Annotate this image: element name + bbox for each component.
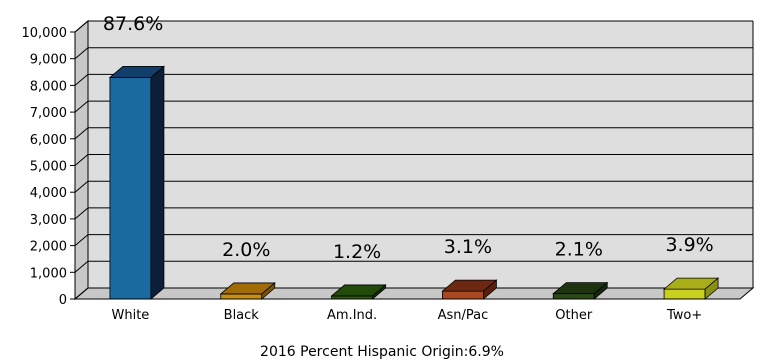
bar-front (663, 288, 706, 300)
bar (552, 281, 609, 300)
gridline (74, 180, 753, 193)
gridline (74, 260, 753, 273)
data-label: 1.2% (333, 241, 381, 263)
y-tick-label: 5,000 (30, 160, 67, 175)
y-tick-label: 7,000 (30, 106, 67, 121)
y-tick-label: 6,000 (30, 133, 67, 148)
gridline (74, 154, 753, 166)
data-labels: 87.6% 2.0% 1.2% 3.1% 2.1% 3.9% (103, 13, 714, 263)
bars (108, 65, 720, 300)
floor (73, 287, 755, 300)
bar-front (109, 76, 152, 300)
bar (219, 282, 276, 300)
gridline (74, 100, 753, 113)
bar-front (220, 293, 263, 300)
gridline (74, 287, 753, 300)
y-tick-label: 9,000 (30, 53, 67, 68)
y-tick-label: 8,000 (30, 79, 67, 94)
bar-side (704, 277, 719, 300)
x-tick-label: Asn/Pac (438, 308, 489, 323)
data-label: 2.0% (222, 239, 270, 261)
y-tick-label: 10,000 (22, 26, 68, 41)
x-tick-label: White (112, 308, 150, 323)
data-label: 87.6% (103, 13, 163, 35)
gridline (74, 20, 753, 33)
x-axis: White Black Am.Ind. Asn/Pac Other Two+ (75, 298, 740, 323)
data-label: 3.9% (665, 234, 713, 256)
bar-side (261, 282, 276, 300)
bar (330, 284, 387, 300)
gridline (74, 207, 753, 220)
gridline (74, 47, 753, 60)
gridline (74, 234, 753, 246)
bar-side (150, 65, 165, 300)
x-tick-label: Am.Ind. (327, 308, 377, 323)
bar-side (372, 284, 386, 300)
chart-footnote: 2016 Percent Hispanic Origin:6.9% (260, 344, 504, 360)
y-tick-label: 3,000 (30, 213, 67, 228)
y-axis: 0 1,000 2,000 3,000 4,000 5,000 6,000 7,000 8,00… (22, 26, 76, 308)
plot-grid (73, 19, 755, 301)
y-tick-label: 1,000 (30, 266, 67, 281)
y-tick-label: 4,000 (30, 186, 67, 201)
data-label: 2.1% (555, 239, 603, 261)
bar-front (552, 293, 595, 300)
y-tick-label: 0 (59, 293, 67, 308)
bar-front (442, 290, 484, 300)
gridline (74, 73, 753, 86)
bar-side (593, 281, 608, 300)
gridline (74, 127, 753, 140)
x-tick-label: Two+ (666, 308, 702, 323)
x-tick-label: Black (224, 308, 260, 323)
data-label: 3.1% (444, 236, 492, 258)
bar (108, 65, 166, 300)
y-tick-label: 2,000 (30, 240, 67, 255)
x-tick-label: Other (555, 308, 593, 323)
bar-side (483, 279, 497, 300)
